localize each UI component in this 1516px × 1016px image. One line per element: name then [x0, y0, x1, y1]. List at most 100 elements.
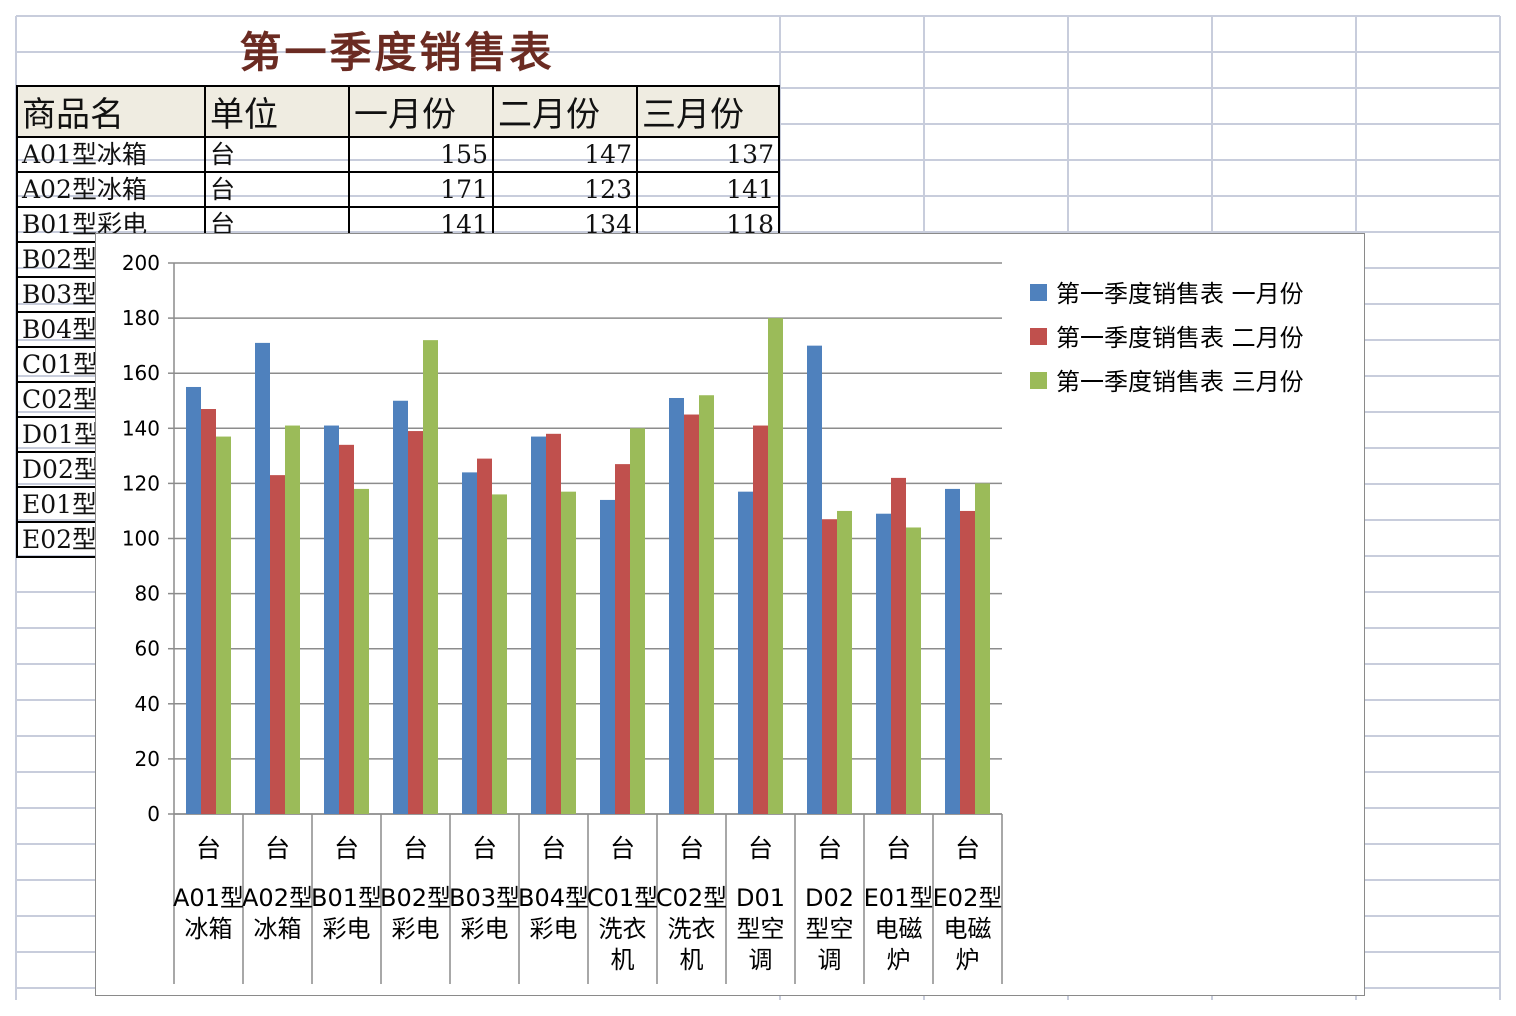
category-tick-label: A01型	[173, 884, 244, 912]
bar[interactable]	[906, 527, 921, 814]
unit-tick-label: 台	[679, 834, 704, 863]
category-tick-label: D01	[736, 884, 785, 912]
bar[interactable]	[285, 425, 300, 814]
sales-bar-chart: 0 20 40 60 80 100 120 140 160 180 200 台 A01型冰箱 台 A02型冰…	[122, 251, 1304, 984]
y-tick-label: 0	[147, 802, 160, 826]
bar[interactable]	[615, 464, 630, 814]
y-tick-label: 160	[122, 361, 160, 385]
column-header-january[interactable]: 一月份	[348, 85, 494, 138]
unit-tick-label: 台	[403, 834, 428, 863]
category-tick-label: 型空	[737, 915, 785, 943]
bar[interactable]	[546, 433, 561, 814]
legend-label[interactable]: 第一季度销售表 一月份	[1056, 280, 1304, 308]
table-cell[interactable]: 147	[492, 136, 638, 173]
category-tick-label: 机	[680, 946, 704, 974]
bar[interactable]	[699, 395, 714, 814]
category-tick-label: 炉	[956, 946, 980, 974]
bar[interactable]	[270, 475, 285, 814]
unit-tick-label: 台	[886, 834, 911, 863]
bar[interactable]	[822, 519, 837, 814]
bar[interactable]	[876, 513, 891, 814]
category-tick-label: B03型	[449, 884, 520, 912]
legend-swatch	[1030, 284, 1047, 301]
table-cell[interactable]: 141	[636, 171, 780, 208]
table-cell[interactable]: 171	[348, 171, 494, 208]
bar[interactable]	[975, 483, 990, 814]
unit-tick-label: 台	[265, 834, 290, 863]
bar[interactable]	[255, 342, 270, 814]
column-header-unit[interactable]: 单位	[204, 85, 350, 138]
category-tick-label: 彩电	[461, 915, 509, 943]
bar[interactable]	[837, 510, 852, 814]
unit-tick-label: 台	[955, 834, 980, 863]
column-header-march[interactable]: 三月份	[636, 85, 780, 138]
bar[interactable]	[960, 510, 975, 814]
bar[interactable]	[462, 472, 477, 814]
category-tick-label: 彩电	[530, 915, 578, 943]
bar[interactable]	[408, 431, 423, 814]
table-cell[interactable]: A02型冰箱	[16, 171, 206, 208]
bar[interactable]	[600, 499, 615, 814]
category-tick-label: 炉	[887, 946, 911, 974]
bar[interactable]	[324, 425, 339, 814]
table-row: A02型冰箱台 171 123 141	[16, 171, 780, 208]
category-tick-label: 洗衣	[599, 915, 647, 943]
unit-tick-label: 台	[817, 834, 842, 863]
bar[interactable]	[393, 400, 408, 814]
bar[interactable]	[354, 488, 369, 814]
bar[interactable]	[492, 494, 507, 814]
category-tick-label: B04型	[518, 884, 589, 912]
table-cell[interactable]: 123	[492, 171, 638, 208]
category-tick-label: B02型	[380, 884, 451, 912]
unit-tick-label: 台	[196, 834, 221, 863]
bar[interactable]	[807, 345, 822, 814]
category-tick-label: E01型	[864, 884, 934, 912]
category-tick-label: A02型	[242, 884, 313, 912]
chart-area[interactable]: 0 20 40 60 80 100 120 140 160 180 200 台 A01型 冰箱 台 A02型冰…	[95, 233, 1365, 996]
y-tick-label: 40	[135, 692, 160, 716]
column-header-product[interactable]: 商品名	[16, 85, 206, 138]
sheet-title: 第一季度销售表	[239, 28, 555, 77]
y-tick-label: 20	[135, 747, 160, 771]
y-tick-label: 140	[122, 416, 160, 440]
category-tick-label: 洗衣	[668, 915, 716, 943]
unit-tick-label: 台	[472, 834, 497, 863]
legend-label[interactable]: 第一季度销售表 二月份	[1056, 324, 1304, 352]
bar[interactable]	[531, 436, 546, 814]
bar[interactable]	[423, 340, 438, 814]
legend-label[interactable]: 第一季度销售表 三月份	[1056, 368, 1304, 396]
bar[interactable]	[561, 491, 576, 814]
table-cell[interactable]: A01型冰箱	[16, 136, 206, 173]
category-tick-label: 冰箱	[185, 915, 233, 943]
category-tick-label: 彩电	[323, 915, 371, 943]
bar[interactable]	[339, 444, 354, 814]
table-cell[interactable]: 台	[204, 136, 350, 173]
y-tick-label: 200	[122, 251, 160, 275]
bar[interactable]	[216, 436, 231, 814]
category-tick-label: 调	[749, 946, 773, 974]
category-tick-label: 彩电	[392, 915, 440, 943]
y-tick-label: 60	[135, 637, 160, 661]
bar[interactable]	[684, 414, 699, 814]
y-tick-label: 120	[122, 471, 160, 495]
bar[interactable]	[753, 425, 768, 814]
bar[interactable]	[738, 491, 753, 814]
table-row: A01型冰箱台 155 147 137	[16, 136, 780, 173]
table-cell[interactable]: 137	[636, 136, 780, 173]
unit-tick-label: 台	[334, 834, 359, 863]
table-cell[interactable]: 155	[348, 136, 494, 173]
table-cell[interactable]: 台	[204, 171, 350, 208]
y-tick-label: 180	[122, 306, 160, 330]
column-header-february[interactable]: 二月份	[492, 85, 638, 138]
category-tick-label: 调	[818, 946, 842, 974]
bar[interactable]	[186, 386, 201, 814]
y-tick-label: 80	[135, 582, 160, 606]
bar[interactable]	[630, 428, 645, 814]
bar[interactable]	[945, 488, 960, 814]
bar[interactable]	[201, 409, 216, 814]
bar[interactable]	[768, 318, 783, 814]
bar[interactable]	[669, 397, 684, 814]
table-header-row: 商品名 单位 一月份 二月份 三月份	[16, 85, 780, 138]
bar[interactable]	[477, 458, 492, 814]
bar[interactable]	[891, 477, 906, 814]
